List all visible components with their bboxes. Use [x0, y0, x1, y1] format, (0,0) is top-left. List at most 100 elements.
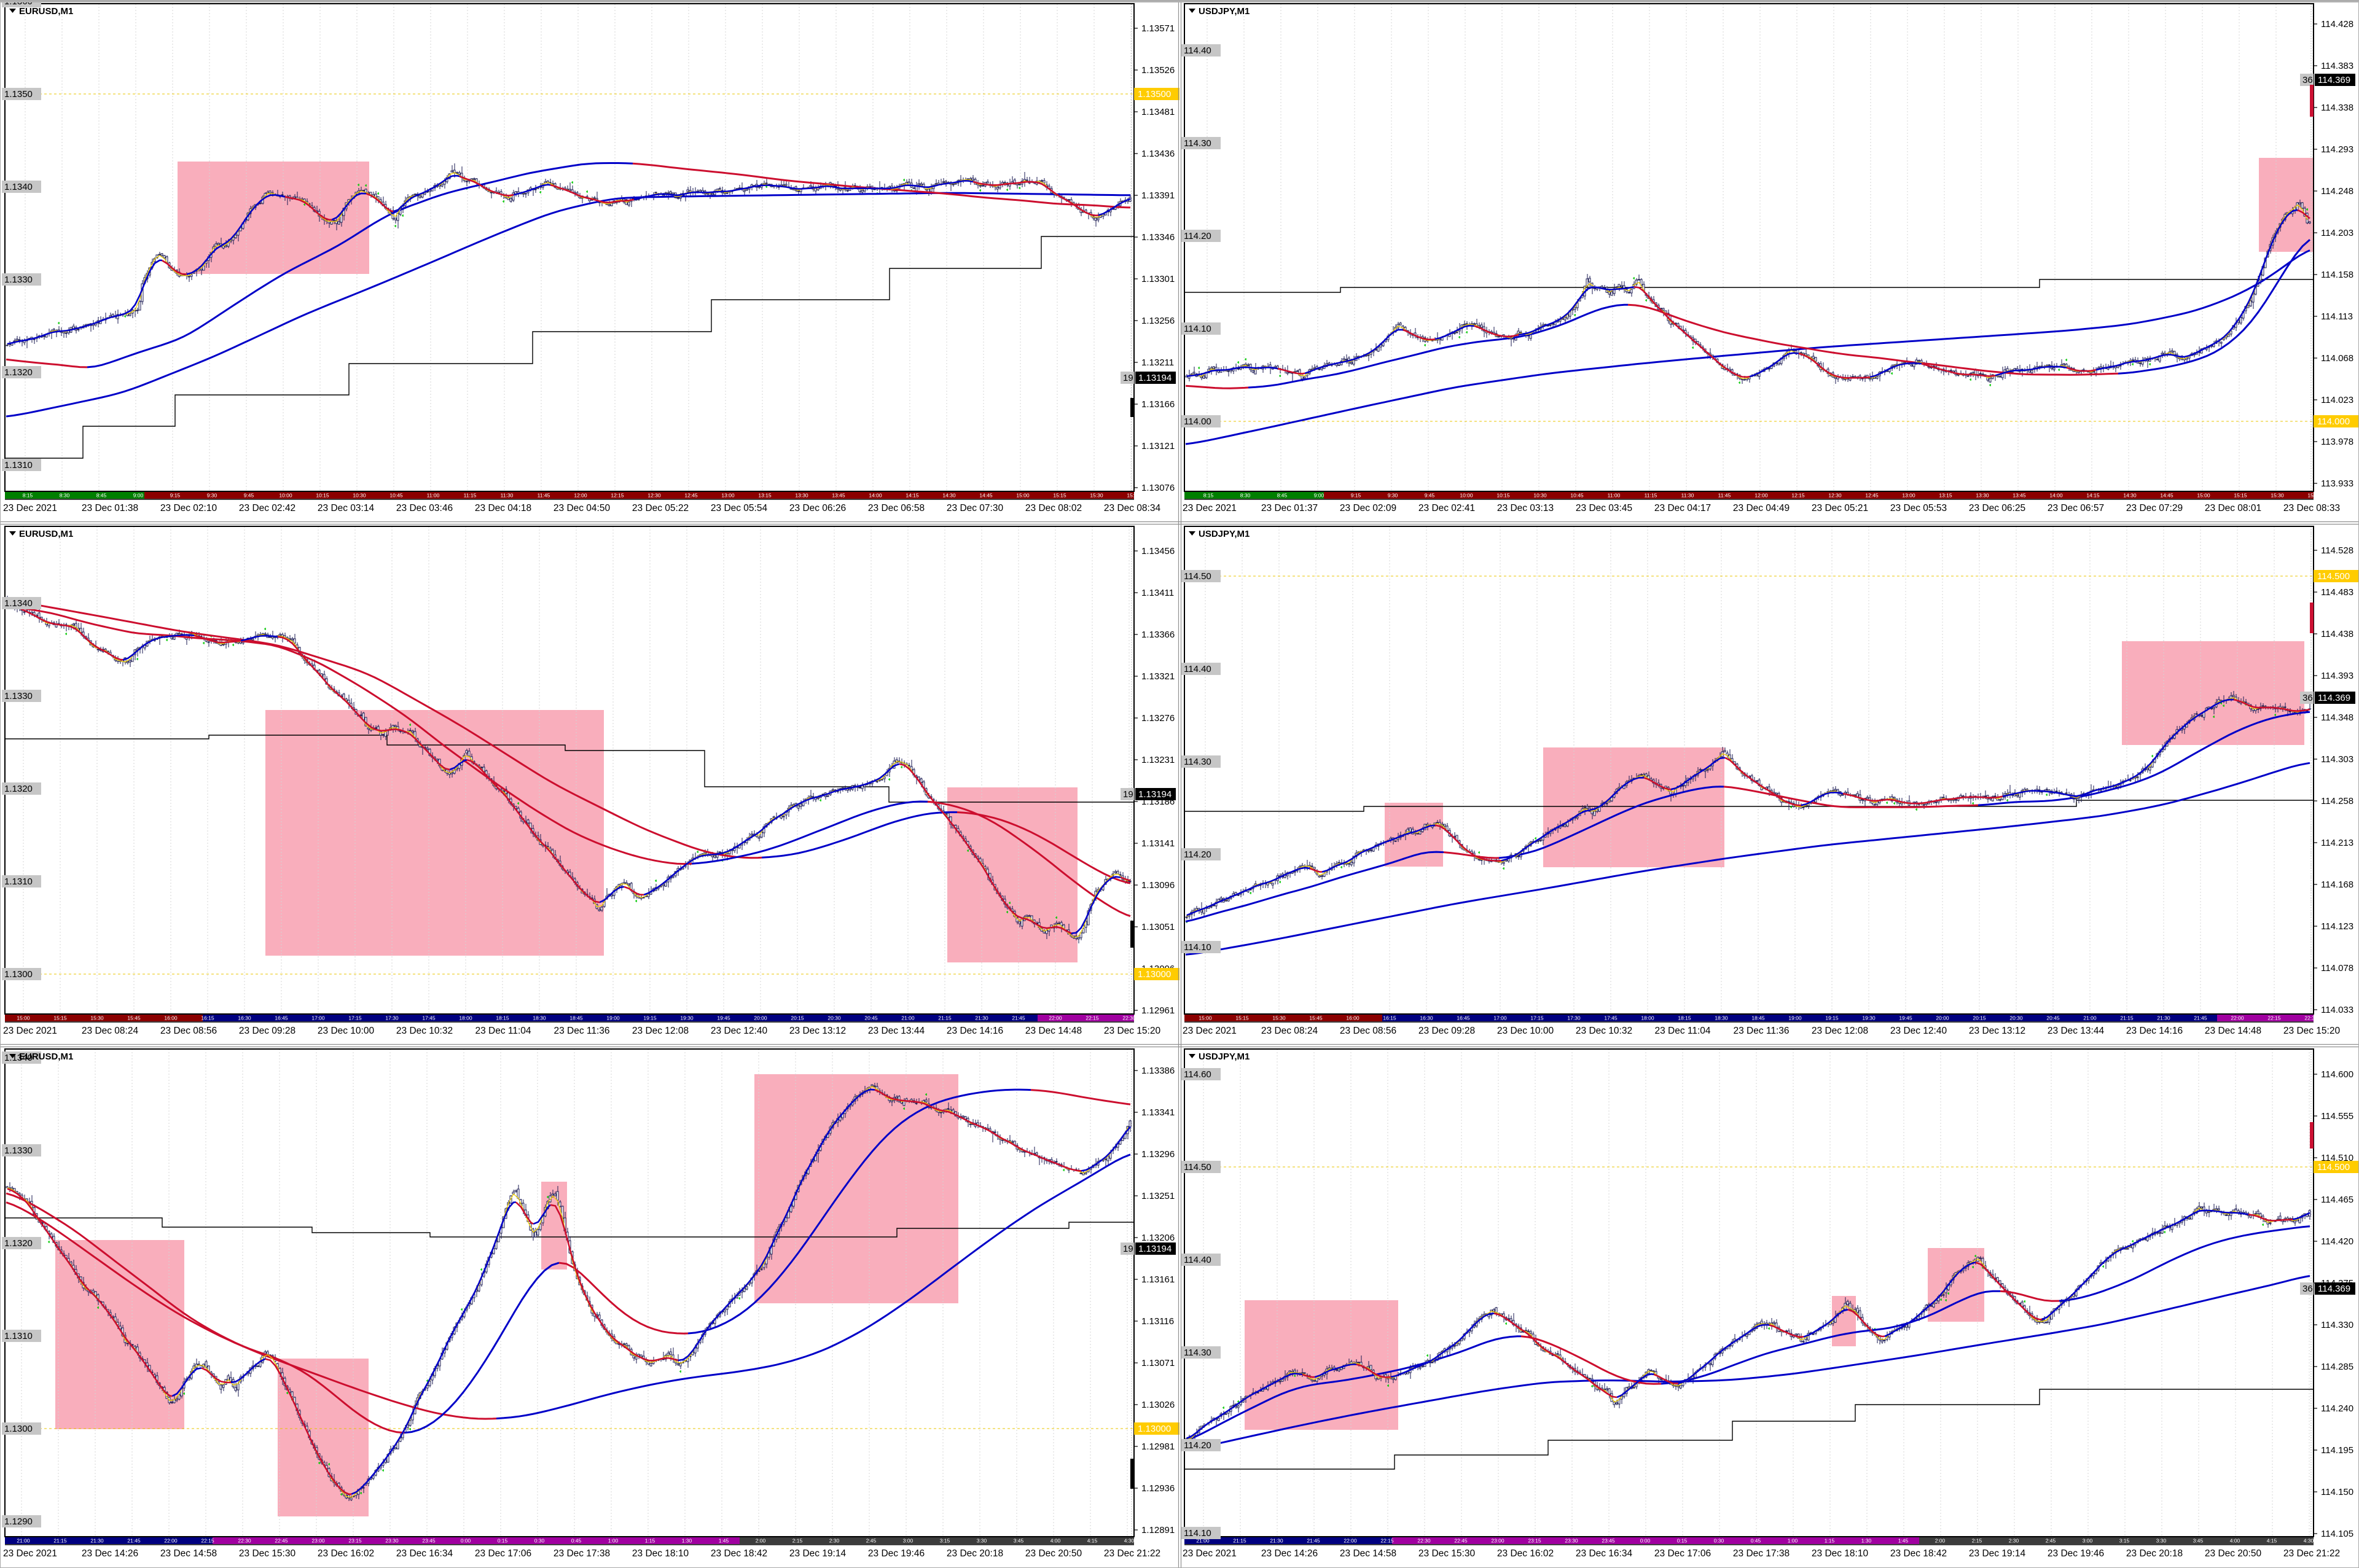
svg-text:1.1320: 1.1320	[4, 784, 33, 794]
svg-text:12:00: 12:00	[1755, 493, 1768, 499]
svg-text:114.195: 114.195	[2321, 1445, 2353, 1456]
svg-text:0:00: 0:00	[1640, 1538, 1651, 1544]
svg-text:23 Dec 15:30: 23 Dec 15:30	[239, 1548, 296, 1559]
svg-text:18:00: 18:00	[1641, 1015, 1654, 1021]
svg-text:22:30: 22:30	[2304, 1015, 2318, 1021]
svg-text:13:00: 13:00	[1902, 493, 1915, 499]
svg-text:10:15: 10:15	[1496, 493, 1510, 499]
svg-text:23:00: 23:00	[1491, 1538, 1504, 1544]
svg-text:114.420: 114.420	[2321, 1236, 2353, 1247]
svg-text:1.13121: 1.13121	[1141, 441, 1175, 451]
svg-text:23 Dec 02:41: 23 Dec 02:41	[1418, 503, 1475, 513]
svg-text:2:45: 2:45	[2046, 1538, 2056, 1544]
svg-text:18:00: 18:00	[459, 1015, 472, 1021]
svg-text:18:30: 18:30	[533, 1015, 546, 1021]
svg-text:15:45: 15:45	[2307, 493, 2321, 499]
svg-text:20:15: 20:15	[1973, 1015, 1986, 1021]
svg-text:23 Dec 12:08: 23 Dec 12:08	[632, 1026, 689, 1036]
svg-text:23 Dec 08:02: 23 Dec 08:02	[1025, 503, 1082, 513]
svg-text:11:30: 11:30	[501, 493, 514, 499]
svg-text:114.240: 114.240	[2321, 1403, 2353, 1414]
svg-text:8:30: 8:30	[60, 493, 70, 499]
svg-text:114.393: 114.393	[2321, 671, 2353, 681]
svg-text:114.30: 114.30	[1184, 1348, 1211, 1358]
svg-text:2:00: 2:00	[1935, 1538, 1946, 1544]
svg-text:1.1330: 1.1330	[4, 1145, 33, 1156]
svg-text:19: 19	[1123, 1244, 1133, 1254]
svg-text:114.258: 114.258	[2321, 796, 2353, 806]
svg-text:12:15: 12:15	[611, 493, 624, 499]
svg-text:114.033: 114.033	[2321, 1005, 2353, 1015]
svg-text:23 Dec 02:42: 23 Dec 02:42	[239, 503, 295, 513]
svg-text:1.1330: 1.1330	[4, 275, 33, 285]
svg-text:23 Dec 19:46: 23 Dec 19:46	[2048, 1548, 2104, 1559]
svg-text:23 Dec 13:44: 23 Dec 13:44	[868, 1026, 925, 1036]
svg-text:1:15: 1:15	[1825, 1538, 1835, 1544]
svg-text:36: 36	[2302, 75, 2313, 85]
svg-text:23 Dec 05:54: 23 Dec 05:54	[711, 503, 768, 513]
svg-text:23 Dec 14:58: 23 Dec 14:58	[160, 1548, 217, 1559]
svg-text:11:15: 11:15	[1645, 493, 1657, 499]
svg-text:21:15: 21:15	[2120, 1015, 2134, 1021]
svg-text:18:15: 18:15	[1678, 1015, 1691, 1021]
svg-text:1.1310: 1.1310	[4, 460, 33, 470]
svg-text:21:00: 21:00	[1196, 1538, 1210, 1544]
svg-text:9:15: 9:15	[1351, 493, 1361, 499]
svg-text:1.13231: 1.13231	[1141, 755, 1175, 765]
svg-text:23 Dec 06:58: 23 Dec 06:58	[868, 503, 925, 513]
svg-text:0:15: 0:15	[1677, 1538, 1688, 1544]
svg-text:15:15: 15:15	[1235, 1015, 1249, 1021]
svg-text:114.30: 114.30	[1184, 138, 1211, 149]
svg-text:15:15: 15:15	[2234, 493, 2247, 499]
svg-text:0:45: 0:45	[1751, 1538, 1761, 1544]
svg-text:23 Dec 05:21: 23 Dec 05:21	[1812, 503, 1868, 513]
svg-text:23 Dec 14:48: 23 Dec 14:48	[2205, 1026, 2261, 1036]
svg-text:15:45: 15:45	[1127, 493, 1140, 499]
svg-text:114.113: 114.113	[2321, 311, 2353, 322]
svg-text:1.1320: 1.1320	[4, 367, 33, 378]
svg-text:13:45: 13:45	[832, 493, 845, 499]
svg-text:1.13026: 1.13026	[1141, 1400, 1175, 1410]
svg-text:23 Dec 2021: 23 Dec 2021	[1183, 1548, 1237, 1559]
svg-text:23 Dec 14:48: 23 Dec 14:48	[1025, 1026, 1082, 1036]
svg-text:11:15: 11:15	[464, 493, 477, 499]
svg-text:114.338: 114.338	[2321, 103, 2353, 113]
svg-text:15:00: 15:00	[1199, 1015, 1212, 1021]
svg-text:21:30: 21:30	[2157, 1015, 2170, 1021]
svg-text:23 Dec 21:22: 23 Dec 21:22	[2283, 1548, 2340, 1559]
svg-text:EURUSD,M1: EURUSD,M1	[19, 1051, 73, 1062]
svg-text:114.10: 114.10	[1184, 324, 1211, 334]
svg-text:17:30: 17:30	[1567, 1015, 1581, 1021]
svg-text:21:00: 21:00	[2083, 1015, 2097, 1021]
svg-text:17:30: 17:30	[385, 1015, 399, 1021]
svg-text:14:45: 14:45	[2160, 493, 2173, 499]
svg-text:23:30: 23:30	[1565, 1538, 1578, 1544]
svg-text:1.13141: 1.13141	[1141, 838, 1175, 849]
svg-text:15:15: 15:15	[53, 1015, 67, 1021]
svg-text:4:00: 4:00	[1050, 1538, 1061, 1544]
svg-text:17:15: 17:15	[348, 1015, 362, 1021]
svg-text:1.13366: 1.13366	[1141, 630, 1175, 640]
svg-text:20:00: 20:00	[754, 1015, 767, 1021]
svg-text:12:45: 12:45	[684, 493, 698, 499]
svg-text:13:30: 13:30	[795, 493, 808, 499]
svg-text:1.1310: 1.1310	[4, 1331, 33, 1341]
svg-text:23 Dec 09:28: 23 Dec 09:28	[1418, 1026, 1475, 1036]
svg-text:15:15: 15:15	[1053, 493, 1066, 499]
svg-text:23 Dec 04:18: 23 Dec 04:18	[475, 503, 531, 513]
svg-text:23 Dec 11:36: 23 Dec 11:36	[1733, 1026, 1789, 1036]
svg-text:23 Dec 21:22: 23 Dec 21:22	[1104, 1548, 1160, 1559]
svg-text:1.13436: 1.13436	[1141, 149, 1175, 159]
svg-text:114.078: 114.078	[2321, 963, 2353, 973]
svg-text:USDJPY,M1: USDJPY,M1	[1199, 6, 1250, 17]
svg-text:23 Dec 07:29: 23 Dec 07:29	[2126, 503, 2183, 513]
svg-text:23:15: 23:15	[1528, 1538, 1541, 1544]
svg-text:1.1300: 1.1300	[4, 1424, 33, 1434]
svg-text:1.1290: 1.1290	[4, 1516, 33, 1527]
svg-text:16:45: 16:45	[275, 1015, 288, 1021]
svg-text:23 Dec 04:17: 23 Dec 04:17	[1654, 503, 1711, 513]
svg-text:0:15: 0:15	[498, 1538, 508, 1544]
svg-text:114.10: 114.10	[1184, 942, 1211, 953]
svg-text:1.13076: 1.13076	[1141, 483, 1175, 493]
svg-text:23 Dec 18:10: 23 Dec 18:10	[632, 1548, 689, 1559]
